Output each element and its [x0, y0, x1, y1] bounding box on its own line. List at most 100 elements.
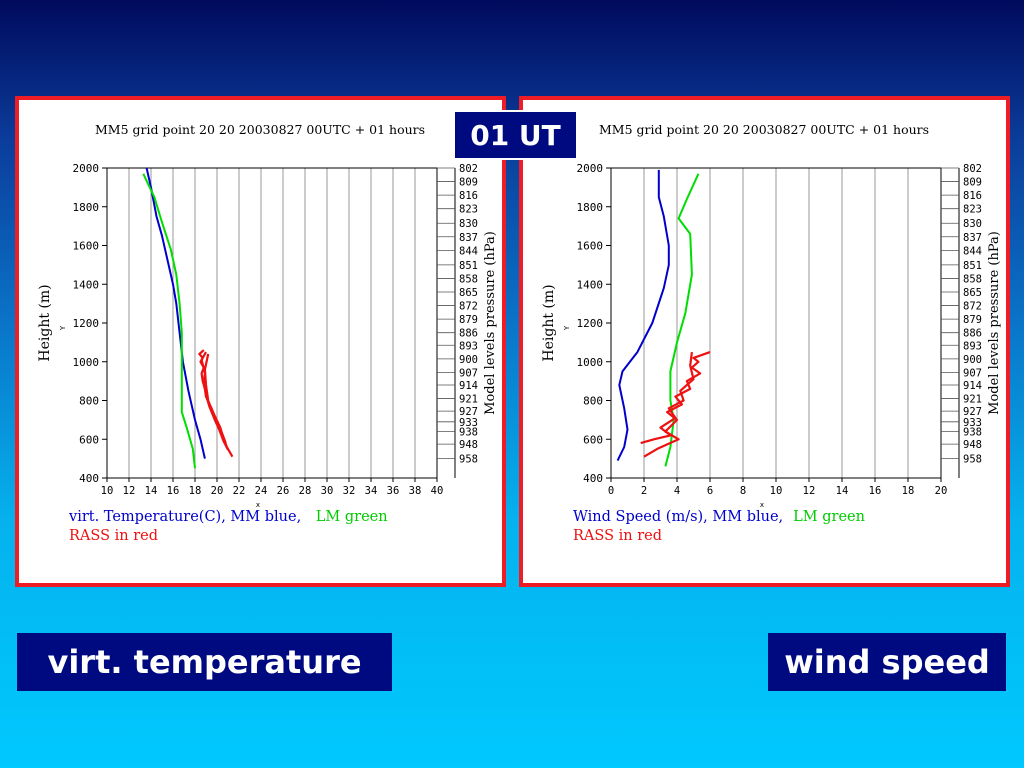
wind-speed-label: wind speed: [768, 633, 1006, 691]
caption-line-1: virt. Temperature(C), MM blue, LM green: [68, 509, 388, 525]
pressure-tick-label: 886: [459, 328, 478, 340]
series-line-rass: [198, 349, 234, 458]
y-tick-label: 800: [79, 395, 99, 408]
pressure-tick-label: 893: [963, 340, 982, 352]
y-tick-label: 1800: [577, 201, 604, 214]
y-tick-label: 1400: [73, 278, 100, 291]
pressure-tick-label: 809: [459, 177, 478, 189]
series-line-rass: [640, 351, 695, 445]
pressure-tick-label: 933: [459, 417, 478, 429]
pressure-tick-label: 858: [459, 273, 478, 285]
pressure-tick-label: 802: [963, 163, 982, 175]
pressure-tick-label: 823: [963, 204, 982, 216]
time-label: 01 UT: [453, 110, 578, 160]
pressure-tick-label: 938: [459, 427, 478, 439]
x-tick-label: 36: [387, 485, 400, 497]
x-tick-label: 10: [770, 485, 783, 497]
virt-temperature-chart: MM5 grid point 20 20 20030827 00UTC + 01…: [37, 122, 498, 544]
pressure-tick-label: 958: [963, 454, 982, 466]
x-tick-label: 14: [145, 485, 158, 497]
x-tick-label: 20: [935, 485, 948, 497]
pressure-tick-label: 948: [963, 439, 982, 451]
pressure-tick-label: 948: [459, 439, 478, 451]
pressure-tick-label: 858: [963, 273, 982, 285]
caption-lm-green: LM green: [311, 509, 387, 525]
x-tick-label: 40: [431, 485, 444, 497]
pressure-tick-label: 914: [963, 380, 982, 392]
x-tick-label: 14: [836, 485, 849, 497]
pressure-tick-label: 851: [963, 260, 982, 272]
right-axis-title: Model levels pressure (hPa): [987, 231, 1002, 415]
pressure-tick-label: 900: [963, 354, 982, 366]
caption-line-2: RASS in red: [573, 528, 662, 544]
y-axis-letter: Y: [59, 325, 67, 331]
x-tick-label: 12: [803, 485, 816, 497]
y-tick-label: 800: [583, 395, 603, 408]
caption-line-1: Wind Speed (m/s), MM blue, LM green: [573, 509, 865, 525]
caption-mm-blue: Wind Speed (m/s), MM blue,: [573, 509, 783, 525]
pressure-tick-label: 816: [459, 190, 478, 202]
pressure-tick-label: 837: [963, 232, 982, 244]
y-tick-label: 1200: [73, 317, 100, 330]
virt-temperature-panel: MM5 grid point 20 20 20030827 00UTC + 01…: [15, 96, 506, 587]
pressure-tick-label: 921: [459, 394, 478, 406]
x-axis-letter: x: [256, 501, 260, 509]
pressure-tick-label: 927: [459, 406, 478, 418]
y-axis-title: Height (m): [541, 284, 557, 361]
pressure-tick-label: 958: [459, 454, 478, 466]
pressure-tick-label: 802: [459, 163, 478, 175]
x-tick-label: 0: [608, 485, 614, 497]
x-tick-label: 16: [869, 485, 882, 497]
pressure-tick-label: 809: [963, 177, 982, 189]
series-line-lm: [664, 173, 700, 467]
series-line-mm: [616, 169, 670, 462]
pressure-tick-label: 851: [459, 260, 478, 272]
series-line-lm: [142, 173, 196, 469]
x-tick-label: 18: [902, 485, 915, 497]
x-tick-label: 30: [321, 485, 334, 497]
pressure-tick-label: 900: [459, 354, 478, 366]
y-tick-label: 1000: [577, 356, 604, 369]
pressure-tick-label: 907: [963, 367, 982, 379]
x-tick-label: 32: [343, 485, 356, 497]
x-tick-label: 8: [740, 485, 746, 497]
y-tick-label: 1200: [577, 317, 604, 330]
chart-title: MM5 grid point 20 20 20030827 00UTC + 01…: [95, 122, 425, 137]
x-tick-label: 20: [211, 485, 224, 497]
y-tick-label: 1600: [73, 240, 100, 253]
pressure-tick-label: 865: [459, 287, 478, 299]
pressure-tick-label: 830: [963, 218, 982, 230]
caption-mm-blue: virt. Temperature(C), MM blue,: [68, 509, 301, 525]
pressure-tick-label: 823: [459, 204, 478, 216]
x-tick-label: 22: [233, 485, 246, 497]
x-axis-letter: x: [760, 501, 764, 509]
y-tick-label: 1800: [73, 201, 100, 214]
series-line-rass: [203, 353, 227, 444]
series-line-mm: [145, 167, 206, 459]
series-line-rass: [643, 351, 711, 458]
x-tick-label: 6: [707, 485, 713, 497]
pressure-tick-label: 830: [459, 218, 478, 230]
x-tick-label: 18: [189, 485, 202, 497]
x-tick-label: 34: [365, 485, 378, 497]
x-tick-label: 28: [299, 485, 312, 497]
y-tick-label: 1000: [73, 356, 100, 369]
pressure-tick-label: 879: [963, 314, 982, 326]
y-tick-label: 600: [79, 433, 99, 446]
y-tick-label: 2000: [73, 162, 100, 175]
pressure-tick-label: 844: [963, 245, 982, 257]
y-tick-label: 1400: [577, 278, 604, 291]
x-tick-label: 38: [409, 485, 422, 497]
pressure-tick-label: 921: [963, 394, 982, 406]
pressure-tick-label: 872: [459, 301, 478, 313]
pressure-tick-label: 879: [459, 314, 478, 326]
y-tick-label: 400: [583, 472, 603, 485]
pressure-tick-label: 914: [459, 380, 478, 392]
x-tick-label: 12: [123, 485, 136, 497]
wind-speed-chart: MM5 grid point 20 20 20030827 00UTC + 01…: [541, 122, 1002, 544]
caption-lm-green: LM green: [793, 509, 865, 525]
pressure-tick-label: 865: [963, 287, 982, 299]
x-tick-label: 2: [641, 485, 647, 497]
pressure-tick-label: 872: [963, 301, 982, 313]
y-axis-letter: Y: [563, 325, 571, 331]
